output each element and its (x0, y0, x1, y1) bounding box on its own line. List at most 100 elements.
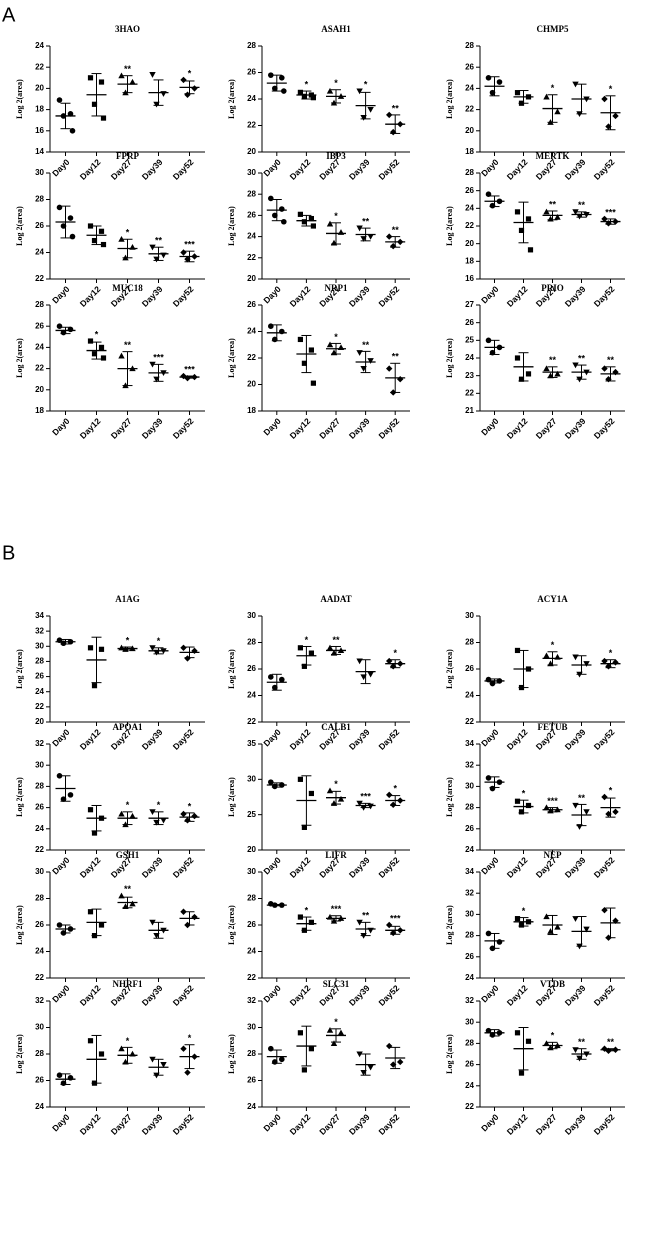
y-axis-label: Log 2(area) (445, 79, 454, 119)
y-tick-label: 26 (247, 920, 256, 929)
point (386, 921, 393, 929)
point (153, 1072, 160, 1079)
point (129, 812, 136, 819)
point (129, 645, 136, 652)
point (153, 933, 160, 939)
point (272, 1059, 278, 1065)
point (386, 111, 393, 119)
y-tick-label: 22 (465, 105, 474, 114)
point (191, 85, 198, 92)
y-tick-label: 22 (465, 221, 474, 230)
point (601, 1045, 608, 1052)
point (547, 215, 554, 222)
chart-title: LIFR (325, 850, 347, 860)
point (367, 803, 374, 810)
significance: * (364, 79, 368, 89)
point (601, 657, 608, 665)
y-axis-label: Log 2(area) (227, 79, 236, 119)
chart-title: SLC31 (323, 979, 350, 989)
point (67, 326, 74, 333)
point (576, 111, 583, 118)
point (91, 830, 98, 836)
y-tick-label: 28 (465, 638, 474, 647)
point (98, 79, 105, 85)
point (496, 939, 503, 945)
chart-title: ASAH1 (321, 24, 351, 34)
point (180, 810, 187, 818)
point (547, 1044, 554, 1051)
y-tick-label: 23 (465, 371, 474, 380)
point (543, 1040, 550, 1046)
point (583, 809, 590, 816)
y-axis-label: Log 2(area) (227, 338, 236, 378)
point (397, 120, 404, 128)
y-axis-label: Log 2(area) (227, 1034, 236, 1074)
significance: *** (390, 913, 401, 923)
y-tick-label: 21 (465, 406, 474, 415)
point (554, 370, 561, 377)
point (554, 1042, 561, 1049)
point (543, 208, 550, 215)
point (297, 336, 303, 343)
point (514, 90, 521, 96)
point (360, 933, 367, 939)
point (87, 807, 94, 813)
point (397, 797, 404, 804)
point (330, 917, 338, 924)
point (272, 902, 278, 908)
chart-title: GSH1 (116, 850, 140, 860)
point (118, 72, 125, 79)
point (330, 99, 338, 106)
point (279, 1056, 285, 1063)
significance: *** (331, 904, 342, 914)
point (518, 100, 525, 106)
significance: ** (607, 1037, 615, 1047)
point (310, 380, 316, 386)
y-axis-label: Log 2(area) (15, 79, 24, 119)
y-tick-label: 22 (247, 717, 256, 726)
point (496, 779, 503, 785)
point (310, 95, 316, 101)
y-tick-label: 28 (247, 41, 256, 50)
y-tick-label: 24 (247, 691, 256, 700)
y-tick-label: 22 (465, 388, 474, 397)
y-tick-label: 26 (35, 221, 44, 230)
point (612, 917, 619, 924)
point (485, 676, 492, 683)
point (612, 659, 619, 666)
y-tick-label: 28 (35, 657, 44, 666)
point (279, 328, 285, 335)
point (149, 361, 156, 368)
point (514, 355, 521, 361)
y-axis-label: Log 2(area) (227, 649, 236, 689)
point (612, 1046, 619, 1053)
y-tick-label: 22 (465, 1102, 474, 1111)
significance: * (126, 800, 130, 810)
point (268, 779, 274, 785)
point (514, 1030, 521, 1036)
significance: ** (392, 352, 400, 362)
point (272, 212, 278, 219)
y-tick-label: 26 (465, 824, 474, 833)
y-tick-label: 26 (35, 920, 44, 929)
point (337, 795, 345, 802)
significance: * (609, 84, 613, 94)
point (337, 647, 345, 654)
y-tick-label: 30 (465, 611, 474, 620)
point (60, 113, 67, 119)
point (153, 649, 160, 656)
point (56, 1072, 63, 1078)
point (301, 360, 307, 366)
y-tick-label: 28 (35, 894, 44, 903)
point (191, 253, 198, 260)
point (67, 926, 74, 932)
point (583, 661, 590, 667)
point (583, 926, 590, 933)
point (485, 191, 492, 197)
y-tick-label: 26 (247, 68, 256, 77)
y-tick-label: 24 (247, 947, 256, 956)
point (330, 1040, 338, 1046)
significance: ** (332, 635, 340, 645)
y-tick-label: 30 (247, 1023, 256, 1032)
point (69, 233, 76, 240)
